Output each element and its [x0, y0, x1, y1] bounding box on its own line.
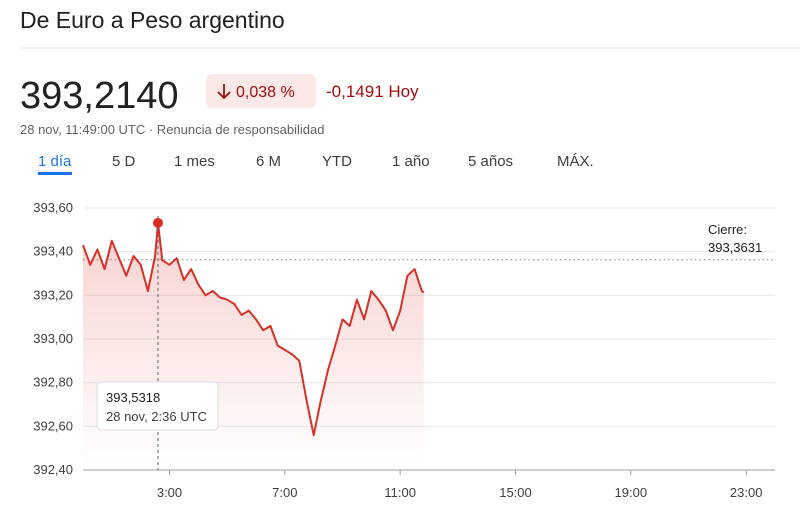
tab[interactable]: YTD [322, 153, 352, 170]
x-tick-label: 7:00 [272, 485, 297, 500]
timestamp: 28 nov, 11:49:00 UTC · Renuncia de respo… [20, 122, 324, 137]
change-percent: 0,038 % [236, 84, 295, 101]
y-tick-label: 393,20 [33, 287, 73, 302]
x-tick-label: 15:00 [499, 485, 532, 500]
tab[interactable]: 1 año [392, 153, 430, 170]
close-label: Cierre: [708, 222, 747, 237]
tooltip-value: 393,5318 [106, 390, 160, 405]
x-tick-label: 3:00 [157, 485, 182, 500]
y-tick-label: 393,60 [33, 200, 73, 215]
tab[interactable]: 5 años [468, 153, 513, 170]
y-tick-label: 392,40 [33, 462, 73, 477]
y-tick-label: 393,00 [33, 331, 73, 346]
tab-underline [38, 172, 72, 175]
tabs: 1 día 5 D 1 mes 6 M YTD 1 año 5 años MÁX. [38, 153, 594, 175]
y-tick-label: 393,40 [33, 244, 73, 259]
x-tick-label: 19:00 [615, 485, 648, 500]
x-tick-label: 23:00 [730, 485, 763, 500]
tab[interactable]: 6 M [256, 153, 281, 170]
down-arrow [217, 84, 231, 100]
y-tick-label: 392,80 [33, 375, 73, 390]
x-tick-label: 11:00 [384, 485, 416, 500]
tab[interactable]: 1 mes [174, 153, 215, 170]
tooltip-box [96, 381, 219, 431]
price-line [82, 221, 425, 437]
close-value: 393,3631 [708, 240, 762, 255]
title: De Euro a Peso argentino [20, 7, 285, 33]
area [83, 222, 424, 470]
change-badge [206, 74, 316, 108]
tab[interactable]: 1 día [38, 153, 72, 170]
plot: 392,40 392,60 392,80 393,00 393,20 393,40 393,… [33, 200, 775, 500]
change-abs: -0,1491 Hoy [326, 82, 419, 101]
y-tick-label: 392,60 [33, 418, 73, 433]
hover-dot [152, 217, 163, 228]
tooltip-time: 28 nov, 2:36 UTC [106, 409, 207, 424]
tab[interactable]: 5 D [112, 153, 136, 170]
price: 393,2140 [20, 75, 179, 117]
tab[interactable]: MÁX. [557, 153, 594, 170]
